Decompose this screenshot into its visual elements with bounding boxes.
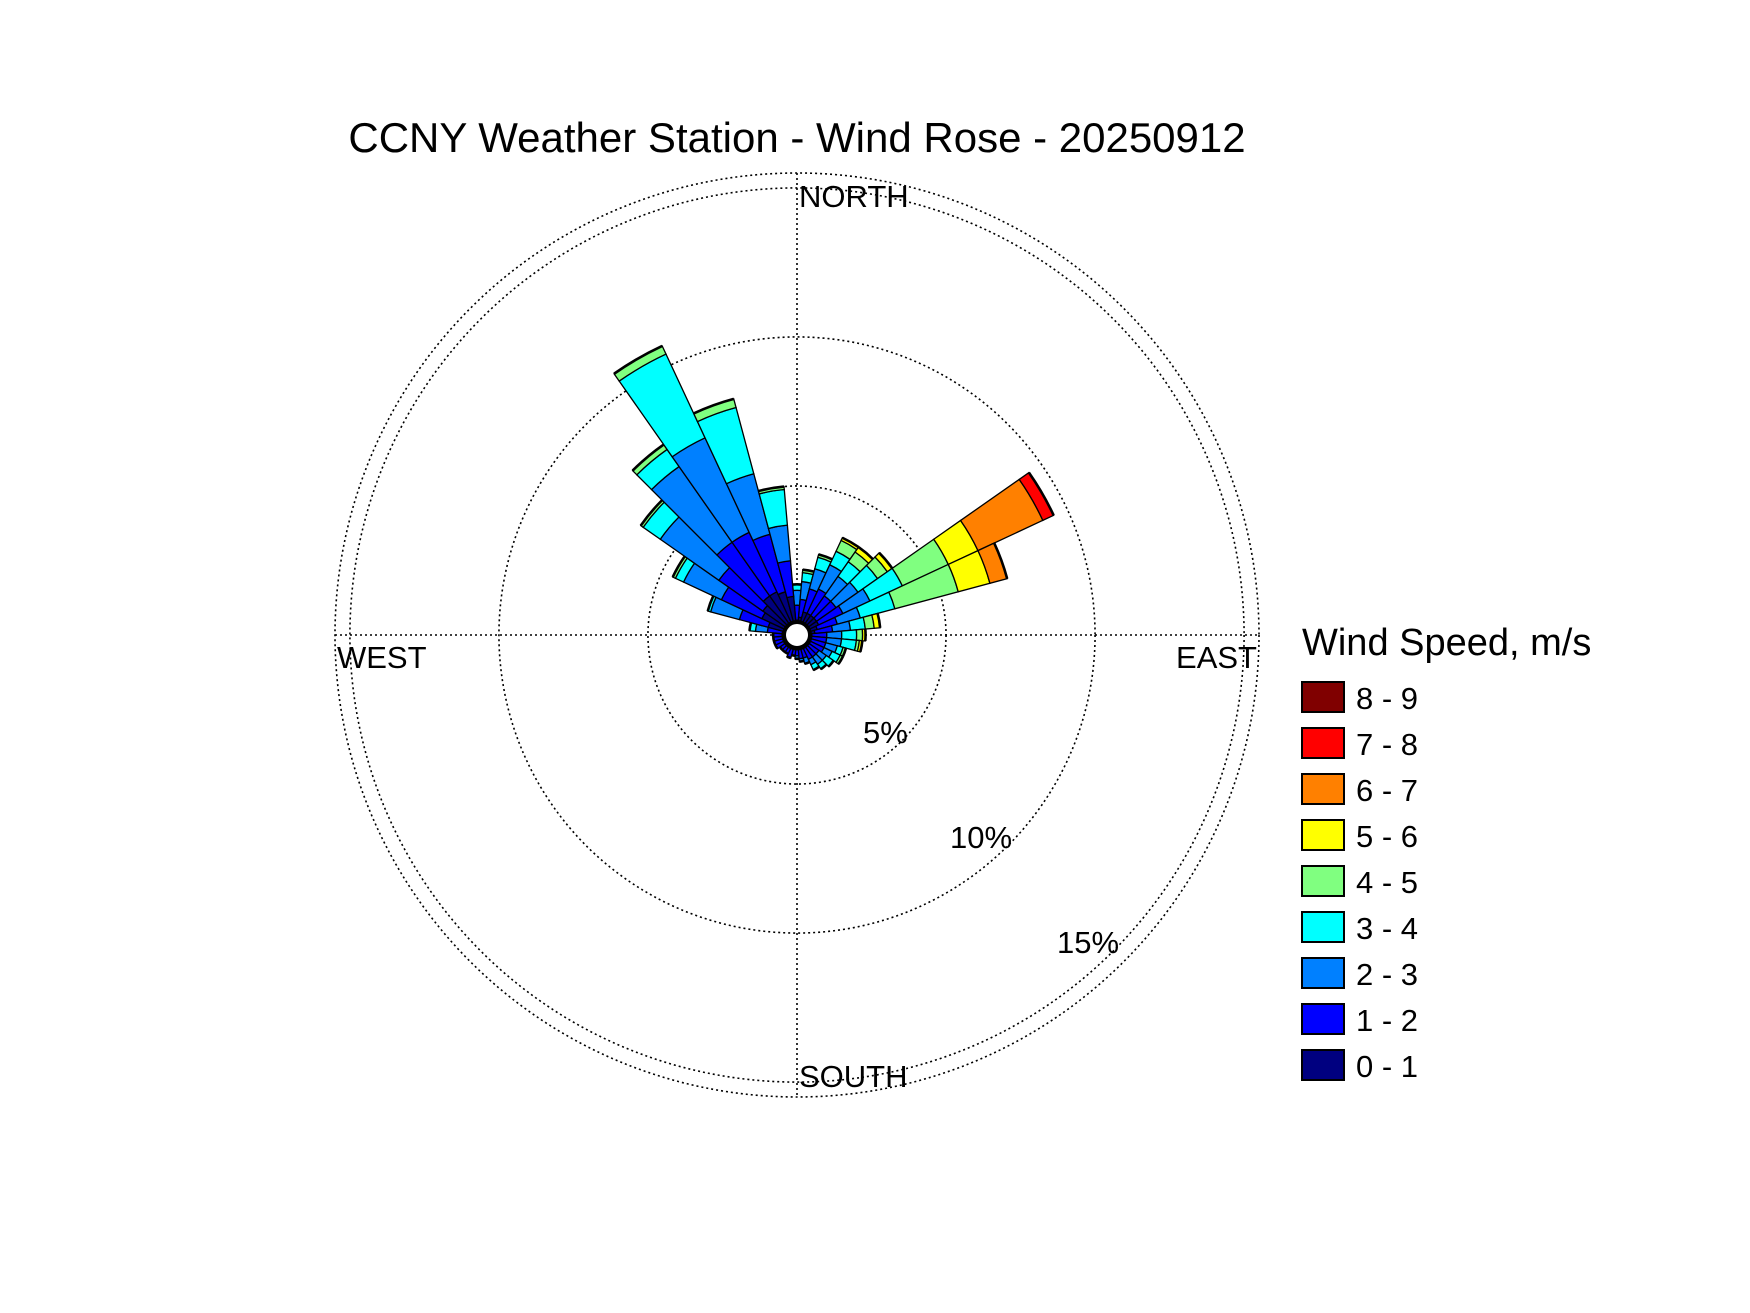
chart-title: CCNY Weather Station - Wind Rose - 20250…: [348, 114, 1245, 161]
legend-label: 6 - 7: [1356, 773, 1418, 808]
sector-80: [796, 612, 882, 636]
legend-item: 1 - 2: [1301, 1003, 1418, 1038]
direction-label-south: SOUTH: [799, 1059, 908, 1094]
legend-item: 6 - 7: [1301, 773, 1418, 808]
legend-item: 7 - 8: [1301, 727, 1418, 762]
sector-130-outer-edge: [827, 659, 835, 668]
sector-40: [796, 546, 874, 636]
legend: 8 - 9 7 - 8 6 - 7 5 - 6 4 - 5 3 - 4 2 - 3 1 - 2…: [1301, 681, 1418, 1084]
direction-label-east: EAST: [1176, 640, 1257, 675]
sector-340-outer-edge: [693, 397, 735, 415]
sector-120-outer-edge: [837, 655, 845, 665]
legend-swatch: [1301, 957, 1345, 989]
calm-center: [782, 620, 812, 650]
sector-100-outer-edge: [859, 640, 864, 653]
sector-150: [796, 634, 821, 672]
legend-item: 5 - 6: [1301, 819, 1418, 854]
sector-170-outer-edge: [799, 659, 805, 664]
legend-label: 0 - 1: [1356, 1049, 1418, 1084]
legend-swatch: [1301, 1003, 1345, 1035]
direction-label-north: NORTH: [799, 179, 909, 214]
legend-item: 2 - 3: [1301, 957, 1418, 992]
sector-150-outer-edge: [812, 665, 820, 672]
legend-swatch: [1301, 819, 1345, 851]
legend-title: Wind Speed, m/s: [1302, 622, 1591, 664]
legend-label: 7 - 8: [1356, 727, 1418, 762]
sector-70: [796, 542, 1009, 636]
legend-item: 0 - 1: [1301, 1049, 1418, 1084]
direction-label-west: WEST: [337, 640, 427, 675]
legend-item: 8 - 9: [1301, 681, 1418, 716]
grid-ring-15: [349, 187, 1245, 1083]
sector-140-outer-edge: [820, 663, 828, 671]
sector-60: [796, 471, 1055, 636]
legend-swatch: [1301, 727, 1345, 759]
sector-280-outer-edge: [748, 622, 753, 631]
legend-item: 3 - 4: [1301, 911, 1418, 946]
legend-swatch: [1301, 865, 1345, 897]
sector-30: [796, 536, 860, 636]
legend-label: 3 - 4: [1356, 911, 1418, 946]
legend-label: 1 - 2: [1356, 1003, 1418, 1038]
legend-label: 2 - 3: [1356, 957, 1418, 992]
sector-330-outer-edge: [613, 344, 663, 375]
legend-swatch: [1301, 911, 1345, 943]
legend-item: 4 - 5: [1301, 865, 1418, 900]
sector-350-outer-edge: [758, 485, 785, 493]
legend-label: 5 - 6: [1356, 819, 1418, 854]
sector-200-outer-edge: [786, 655, 792, 660]
sector-70-outer-edge: [993, 542, 1009, 580]
legend-label: 8 - 9: [1356, 681, 1418, 716]
sector-60-outer-edge: [1027, 471, 1055, 516]
sector-50: [796, 551, 894, 636]
legend-label: 4 - 5: [1356, 865, 1418, 900]
legend-swatch: [1301, 681, 1345, 713]
ring-label-15: 15%: [1057, 925, 1119, 960]
legend-swatch: [1301, 773, 1345, 805]
sector-340: [692, 397, 798, 636]
sector-90-bin-4-5: [855, 628, 864, 642]
sector-160-outer-edge: [804, 660, 811, 666]
ring-label-10: 10%: [950, 820, 1012, 855]
ring-label-5: 5%: [863, 715, 908, 750]
wind-sectors: [613, 344, 1055, 672]
legend-swatch: [1301, 1049, 1345, 1081]
sector-80-outer-edge: [876, 613, 882, 628]
